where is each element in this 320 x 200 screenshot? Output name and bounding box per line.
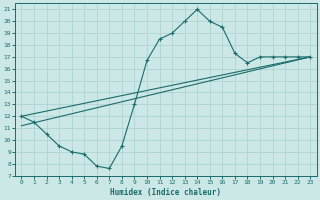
X-axis label: Humidex (Indice chaleur): Humidex (Indice chaleur)	[110, 188, 221, 197]
